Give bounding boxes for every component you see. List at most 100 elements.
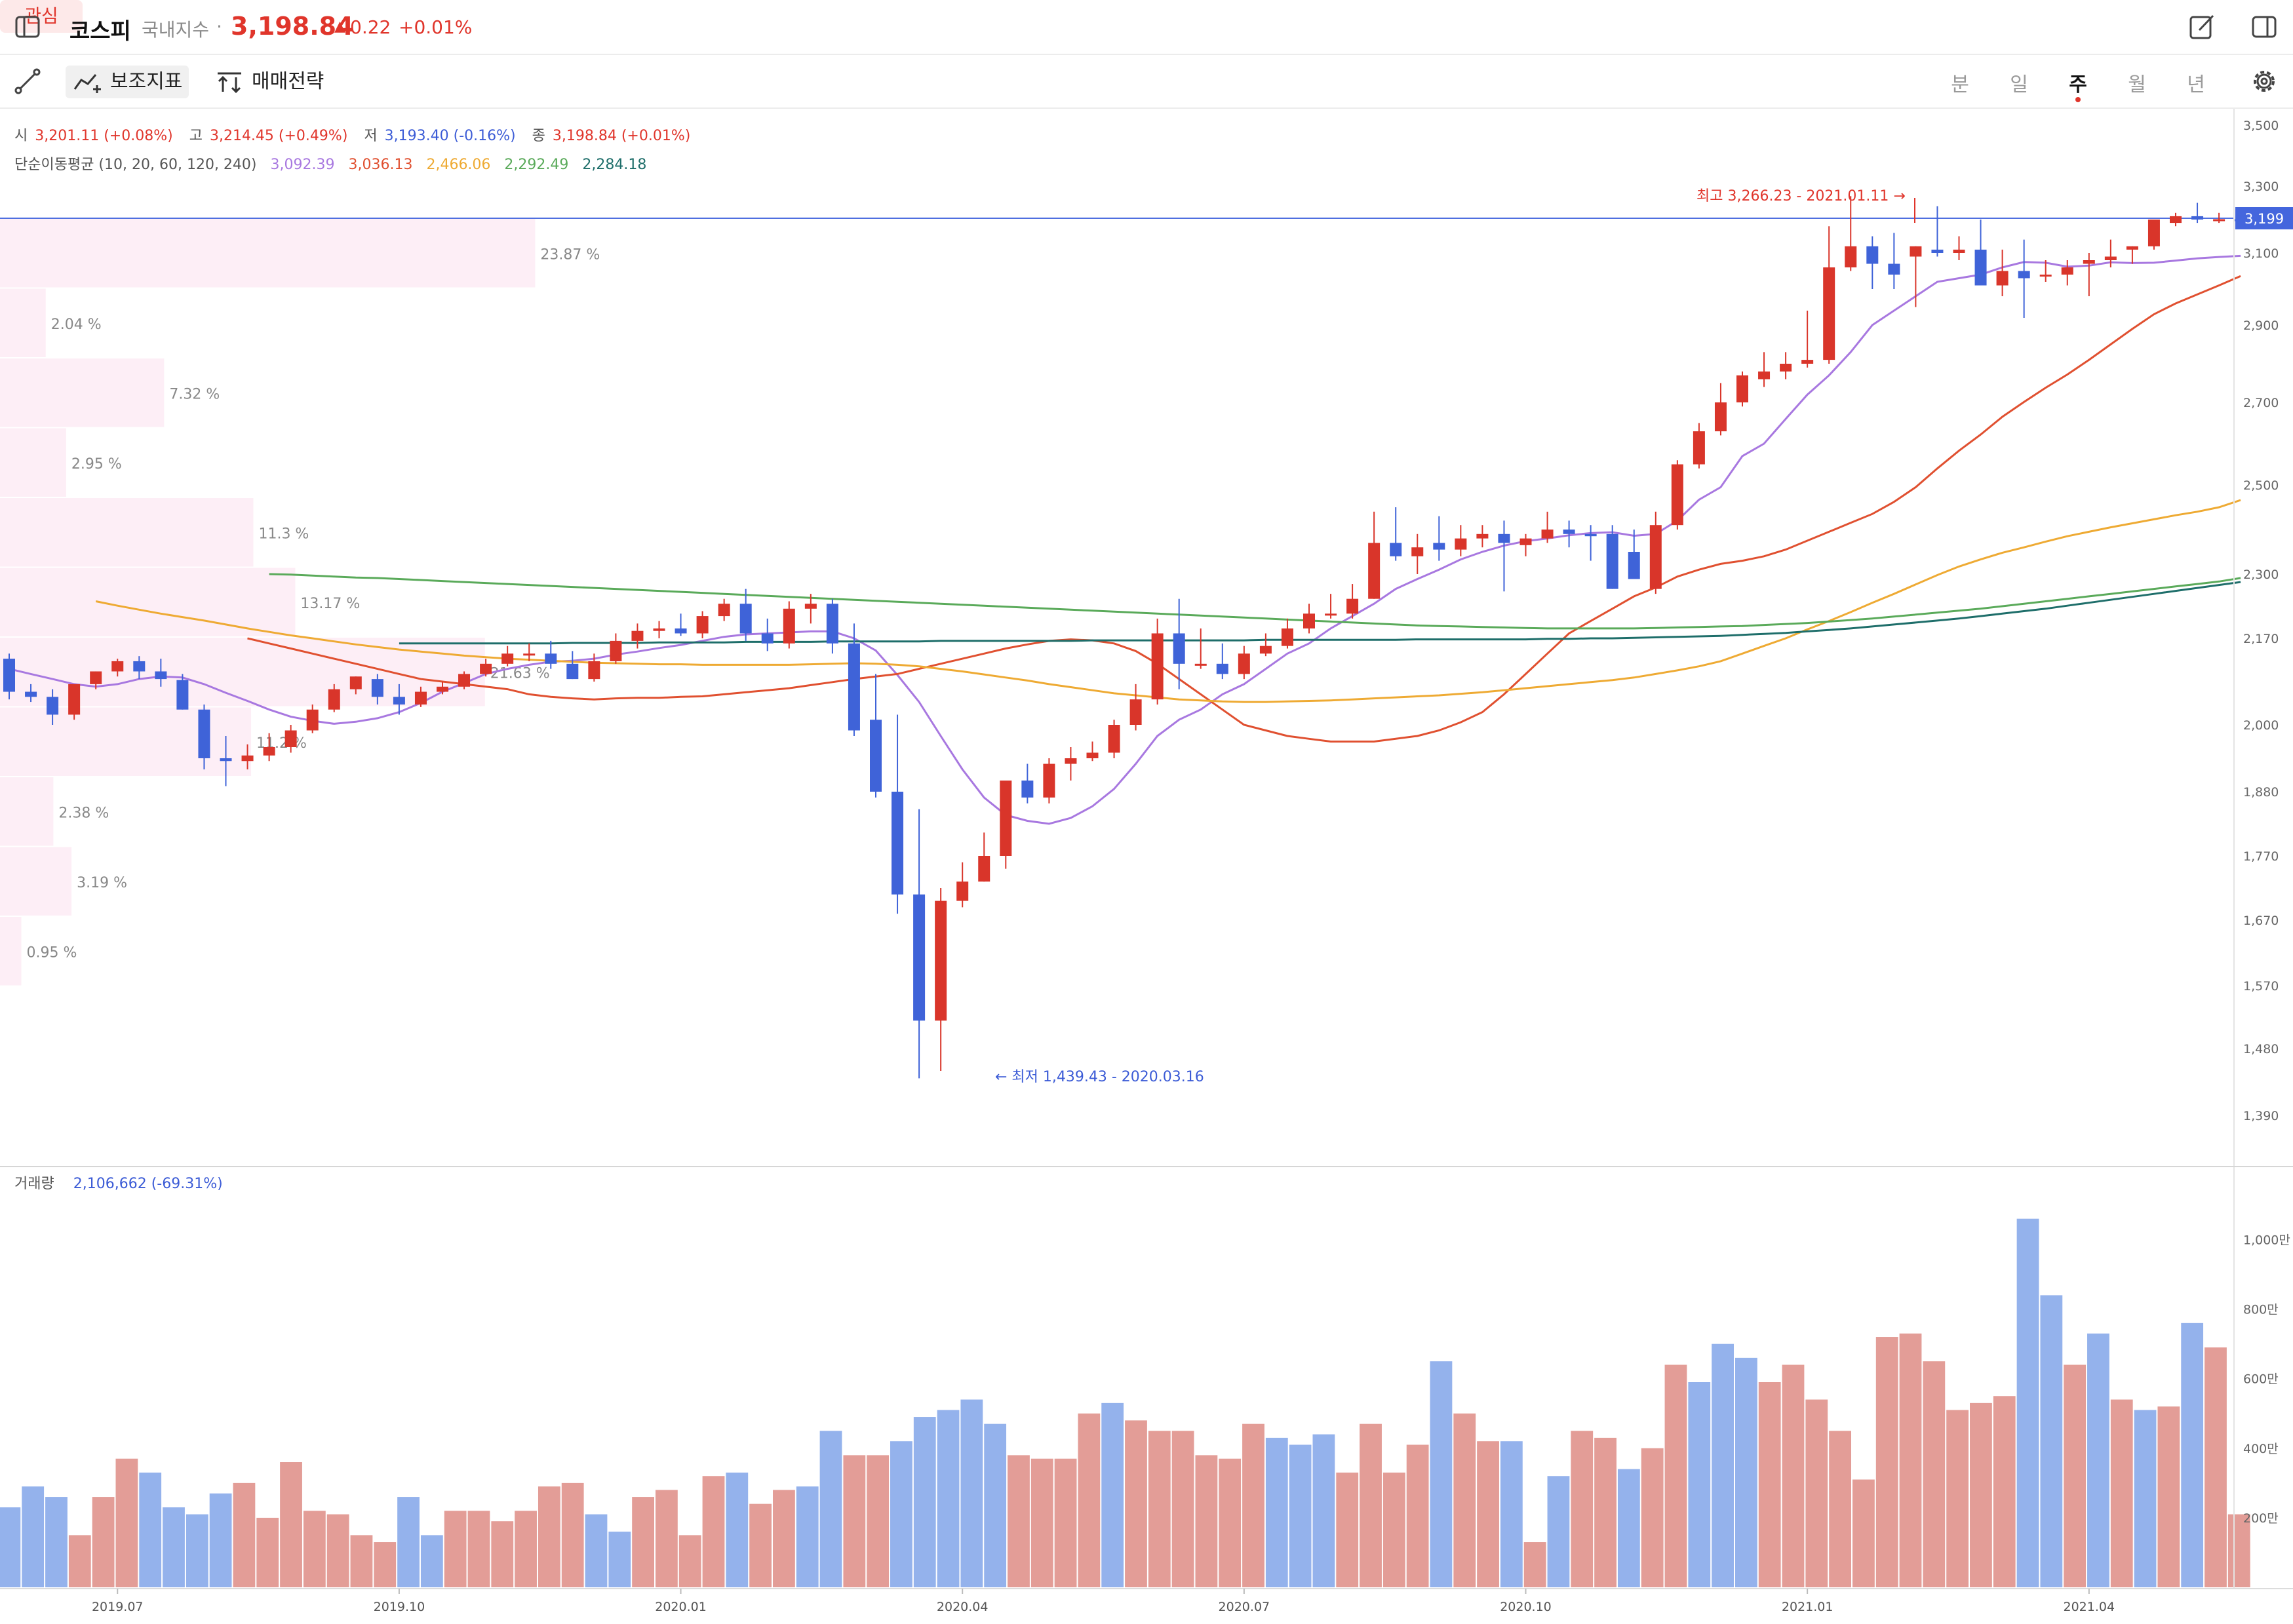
edit-icon[interactable] [2188, 13, 2216, 41]
volume-bar [984, 1423, 1007, 1587]
volume-bar [1219, 1458, 1242, 1587]
candle-body [458, 674, 471, 687]
volume-bar [1382, 1472, 1405, 1587]
profile-bar [0, 847, 72, 916]
volume-bar [1734, 1357, 1757, 1587]
period-year[interactable]: 년 [2187, 73, 2205, 96]
ma10-value: 3,092.39 [270, 157, 335, 173]
candle-body [263, 747, 275, 756]
volume-bar [890, 1441, 912, 1587]
candle-body [610, 640, 622, 661]
volume-bar [913, 1417, 936, 1587]
candle-body [2147, 220, 2160, 246]
favorite-button[interactable]: 관심 [0, 0, 83, 33]
candle-body [978, 856, 990, 882]
candle-body [1910, 246, 1922, 257]
candle-body [804, 604, 817, 609]
price-axis-tick-label: 1,480 [2243, 1042, 2279, 1056]
period-minute[interactable]: 분 [1951, 73, 1969, 96]
volume-bar [1500, 1441, 1523, 1587]
volume-bar [726, 1472, 749, 1587]
sidebar-toggle-icon[interactable] [14, 14, 41, 39]
settings-gear-icon[interactable] [2250, 67, 2279, 96]
candle-body [848, 643, 860, 731]
candle-body [1866, 246, 1879, 264]
volume-bar [632, 1497, 654, 1587]
volume-bar [68, 1535, 91, 1587]
profile-bar-label: 23.87 % [540, 246, 600, 263]
candle-body [892, 792, 904, 895]
volume-bar [303, 1511, 326, 1587]
panel-toggle-icon[interactable] [2251, 14, 2277, 39]
volume-bar [1030, 1458, 1053, 1587]
candle-body [284, 730, 297, 747]
volume-bar [280, 1462, 302, 1587]
candle-body [1953, 249, 1965, 253]
ma120-value: 2,292.49 [504, 157, 569, 173]
ma-label: 단순이동평균 (10, 20, 60, 120, 240) [14, 157, 257, 173]
index-name: 코스피 [69, 18, 131, 45]
volume-bar [186, 1514, 208, 1587]
time-axis-tick-label: 2021.04 [2064, 1600, 2115, 1614]
candle-body [1931, 249, 1944, 253]
candle-body [2083, 260, 2095, 264]
price-axis-tick-label: 2,000 [2243, 718, 2279, 733]
volume-bar [397, 1497, 420, 1587]
draw-line-icon[interactable] [14, 68, 41, 94]
candle-body [437, 686, 448, 692]
profile-bar-label: 13.17 % [300, 596, 360, 612]
candle-body [1888, 263, 1900, 275]
ma10-line [9, 254, 2241, 825]
ma240-line [399, 581, 2241, 645]
price-axis-tick-label: 3,300 [2243, 180, 2279, 194]
volume-legend: 거래량 2,106,662 (-69.31%) [14, 1173, 223, 1195]
period-week[interactable]: 주 [2069, 73, 2087, 96]
volume-bar [1242, 1423, 1264, 1587]
candle-body [68, 684, 81, 715]
chart-toolbar: 보조지표 매매전략 [0, 55, 2293, 109]
candle-body [2213, 219, 2225, 222]
volume-bar [1195, 1455, 1218, 1587]
period-month[interactable]: 월 [2128, 73, 2146, 96]
volume-bar [585, 1514, 608, 1587]
volume-bar [1360, 1423, 1382, 1587]
current-price: 3,198.84 [231, 12, 354, 41]
strategy-button[interactable]: 매매전략 [207, 66, 338, 98]
candles [3, 196, 2247, 1079]
time-axis-tick-label: 2020.10 [1500, 1600, 1552, 1614]
volume-bar [1758, 1382, 1781, 1587]
volume-bar [326, 1514, 349, 1587]
candle-body [1996, 271, 2009, 286]
volume-axis-tick-label: 200만 [2243, 1511, 2279, 1526]
candle-body [1541, 530, 1554, 539]
candle-body [523, 653, 536, 656]
volume-bar [2016, 1218, 2039, 1587]
volume-bar [22, 1486, 45, 1587]
candle-body [935, 900, 947, 1021]
candle-body [306, 709, 319, 731]
volume-bar [1899, 1333, 1922, 1587]
volume-bar [1477, 1441, 1499, 1587]
ma120-line [269, 573, 2241, 630]
candle-body [501, 653, 514, 664]
candle-body [826, 604, 838, 644]
indicators-button[interactable]: 보조지표 [66, 66, 189, 98]
candle-body [631, 630, 644, 641]
candle-body [2018, 271, 2030, 279]
volume-bar [491, 1521, 514, 1587]
ohlc-legend: 시 3,201.11 (+0.08%) 고 3,214.45 (+0.49%) … [14, 122, 693, 151]
candle-body [2061, 267, 2073, 275]
candle-body [1303, 613, 1315, 628]
volume-bar [1617, 1469, 1640, 1587]
candle-body [718, 604, 730, 617]
candle-body [480, 663, 492, 674]
candle-body [956, 881, 969, 901]
candle-body [761, 633, 774, 644]
volume-bar [1664, 1364, 1687, 1587]
volume-bar [1852, 1479, 1875, 1587]
candle-body [1498, 533, 1510, 543]
period-day[interactable]: 일 [2010, 73, 2028, 96]
candle-body [1021, 781, 1034, 798]
profile-bar-label: 11.3 % [258, 526, 309, 542]
candle-body [588, 661, 600, 680]
